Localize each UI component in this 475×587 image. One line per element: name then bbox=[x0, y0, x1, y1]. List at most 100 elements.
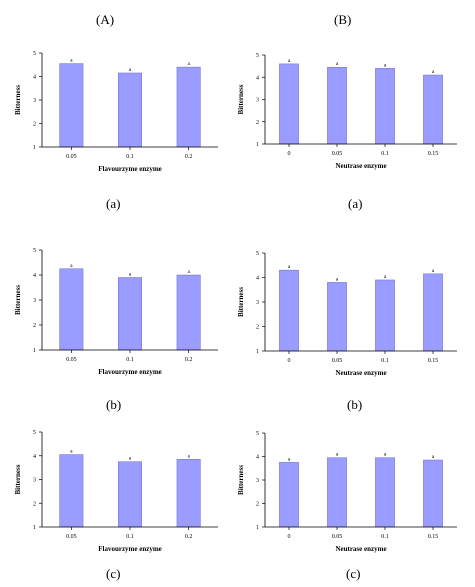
chart-neutrase-c: 1 2 3 4 5 a 0 a 0.05 a 0.1 a 0.15 Neutrase enzyme Bitt… bbox=[237, 431, 457, 553]
x-tick-label: 0.05 bbox=[66, 357, 77, 363]
bar-label: a bbox=[384, 452, 387, 458]
y-tick-label: 4 bbox=[256, 276, 259, 282]
bar-label: a bbox=[187, 269, 190, 275]
y-tick-label: 2 bbox=[256, 502, 259, 508]
bar bbox=[59, 268, 84, 351]
y-tick-label: 2 bbox=[33, 122, 36, 128]
chart-neutrase-b: 1 2 3 4 5 a 0 a 0.05 a 0.1 a 0.15 Neutrase enzyme Bitt… bbox=[237, 251, 457, 377]
bar-label: a bbox=[336, 61, 339, 67]
x-axis-title: Flavourzyme enzyme bbox=[98, 545, 162, 553]
y-tick-label: 3 bbox=[33, 98, 36, 104]
bar bbox=[59, 454, 84, 528]
y-tick-label: 3 bbox=[33, 298, 36, 304]
x-axis-title: Neutrase enzyme bbox=[335, 545, 386, 553]
bar bbox=[118, 277, 142, 351]
y-tick-label: 2 bbox=[33, 323, 36, 329]
bar bbox=[327, 66, 347, 145]
caption-a-right: (a) bbox=[348, 196, 363, 211]
bar bbox=[279, 269, 299, 352]
bar bbox=[118, 72, 142, 148]
y-axis-title: Bitterness bbox=[237, 465, 245, 495]
chart-flavourzyme-a: 1 2 3 4 5 a 0.05 a 0.1 a 0.2 Flavourzyme enzyme Bitt… bbox=[14, 51, 218, 173]
bar-label: a bbox=[432, 69, 435, 75]
y-axis-title: Bitterness bbox=[14, 85, 22, 115]
bar-label: a bbox=[70, 263, 73, 269]
x-axis-title: Flavourzyme enzyme bbox=[98, 368, 162, 376]
bar-label: a bbox=[432, 268, 435, 274]
bar-label: a bbox=[336, 452, 339, 458]
y-tick-label: 5 bbox=[33, 430, 36, 436]
y-tick-label: 1 bbox=[33, 525, 36, 531]
y-tick-label: 4 bbox=[256, 455, 259, 461]
bar bbox=[327, 282, 347, 352]
y-tick-label: 1 bbox=[256, 525, 259, 531]
x-tick-label: 0.2 bbox=[185, 534, 193, 540]
x-tick-label: 0.2 bbox=[185, 357, 193, 363]
y-tick-label: 1 bbox=[256, 142, 259, 148]
bar bbox=[327, 457, 347, 528]
x-tick-label: 0 bbox=[288, 151, 291, 157]
y-tick-label: 4 bbox=[33, 75, 36, 81]
x-tick-label: 0.15 bbox=[428, 534, 439, 540]
y-tick-label: 5 bbox=[256, 251, 259, 257]
bar-label: a bbox=[336, 276, 339, 282]
bar-label: a bbox=[187, 453, 190, 459]
y-axis-title: Bitterness bbox=[237, 84, 245, 114]
bar-label: a bbox=[288, 264, 291, 270]
y-tick-label: 4 bbox=[33, 273, 36, 279]
bar-label: a bbox=[70, 58, 73, 64]
bar-label: a bbox=[129, 456, 132, 462]
x-tick-label: 0.1 bbox=[126, 534, 134, 540]
bar bbox=[375, 279, 395, 352]
bar-label: a bbox=[70, 449, 73, 455]
bar bbox=[176, 274, 201, 351]
x-tick-label: 0.15 bbox=[428, 151, 439, 157]
y-axis-title: Bitterness bbox=[14, 285, 22, 315]
x-tick-label: 0.1 bbox=[126, 357, 134, 363]
x-tick-label: 0.05 bbox=[332, 151, 343, 157]
bar-label: a bbox=[384, 274, 387, 280]
bar-label: a bbox=[288, 58, 291, 64]
x-tick-label: 0.1 bbox=[381, 151, 389, 157]
chart-neutrase-a: 1 2 3 4 5 a 0 a 0.05 a 0.1 a 0.15 Neutrase enzyme Bitt… bbox=[237, 53, 457, 170]
chart-flavourzyme-c: 1 2 3 4 5 a 0.05 a 0.1 a 0.2 Flavourzyme enzyme Bitt… bbox=[14, 430, 218, 553]
y-tick-label: 4 bbox=[256, 75, 259, 81]
column-header-b: (B) bbox=[334, 12, 352, 27]
y-tick-label: 5 bbox=[256, 53, 259, 59]
y-tick-label: 2 bbox=[256, 325, 259, 331]
x-tick-label: 0.1 bbox=[381, 358, 389, 364]
x-tick-label: 0.15 bbox=[428, 358, 439, 364]
x-tick-label: 0.05 bbox=[66, 154, 77, 160]
y-tick-label: 4 bbox=[33, 454, 36, 460]
x-tick-label: 0.05 bbox=[332, 358, 343, 364]
bar bbox=[375, 68, 395, 145]
bar-label: a bbox=[129, 67, 132, 73]
x-tick-label: 0 bbox=[288, 534, 291, 540]
bar bbox=[176, 66, 201, 148]
y-tick-label: 1 bbox=[33, 145, 36, 151]
y-tick-label: 1 bbox=[256, 349, 259, 355]
x-tick-label: 0.2 bbox=[185, 154, 193, 160]
x-axis-title: Neutrase enzyme bbox=[335, 369, 386, 377]
x-tick-label: 0.05 bbox=[332, 534, 343, 540]
bar bbox=[279, 63, 299, 145]
y-tick-label: 2 bbox=[33, 501, 36, 507]
bar bbox=[118, 461, 142, 528]
y-tick-label: 5 bbox=[33, 51, 36, 57]
bar-label: a bbox=[288, 456, 291, 462]
x-tick-label: 0.1 bbox=[126, 154, 134, 160]
caption-a-left: (a) bbox=[106, 196, 121, 211]
x-axis-title: Flavourzyme enzyme bbox=[98, 165, 162, 173]
y-tick-label: 1 bbox=[33, 348, 36, 354]
bar bbox=[375, 457, 395, 528]
column-header-a: (A) bbox=[96, 12, 115, 27]
bar-label: a bbox=[187, 61, 190, 67]
caption-c-right: (c) bbox=[346, 566, 361, 581]
bar bbox=[59, 63, 84, 148]
y-axis-title: Bitterness bbox=[237, 287, 245, 317]
bar-label: a bbox=[432, 454, 435, 460]
x-tick-label: 0 bbox=[288, 358, 291, 364]
y-tick-label: 3 bbox=[256, 98, 259, 104]
y-tick-label: 3 bbox=[256, 300, 259, 306]
bar bbox=[176, 459, 201, 528]
